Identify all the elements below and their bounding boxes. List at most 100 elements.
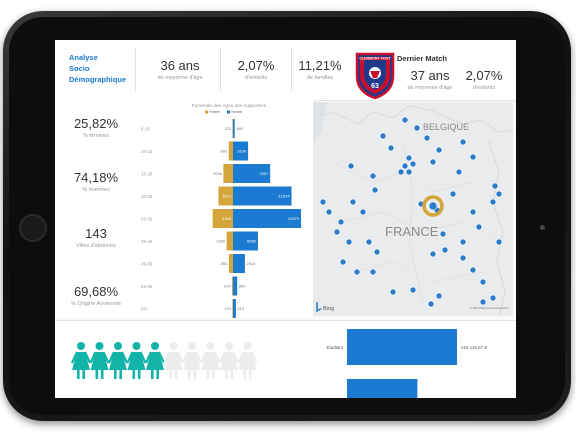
map-point[interactable]: [459, 254, 467, 262]
map-point[interactable]: [401, 162, 409, 170]
map-point[interactable]: [469, 208, 477, 216]
map-point[interactable]: [353, 268, 361, 276]
map-point[interactable]: [475, 223, 483, 231]
map-point[interactable]: [373, 248, 381, 256]
map-point[interactable]: [469, 266, 477, 274]
age-tick-label: 25-35: [141, 217, 153, 222]
bing-logo: Bing: [316, 302, 334, 313]
kpi-value: 37 ans: [410, 68, 450, 83]
map-point[interactable]: [495, 238, 503, 246]
map-point[interactable]: [413, 124, 421, 132]
map-point[interactable]: [337, 218, 345, 226]
map-point[interactable]: [495, 190, 503, 198]
pyramid-bar-femme[interactable]: [228, 254, 233, 273]
pyramid-bar-homme[interactable]: [233, 119, 235, 138]
pyramid-value-femme: 2026: [213, 171, 223, 176]
map-point[interactable]: [459, 238, 467, 246]
person-icon: [200, 342, 221, 379]
map-point[interactable]: [455, 168, 463, 176]
map-point[interactable]: [345, 238, 353, 246]
map-point[interactable]: [459, 138, 467, 146]
pyramid-value-femme: 1350: [216, 239, 226, 244]
map-point[interactable]: [369, 172, 377, 180]
map-point[interactable]: [397, 168, 405, 176]
map-point[interactable]: [401, 116, 409, 124]
map-point-clermont[interactable]: [428, 201, 438, 211]
profession-bar[interactable]: [347, 379, 418, 398]
pyramid-bar-homme[interactable]: [233, 141, 249, 161]
map-point[interactable]: [479, 278, 487, 286]
pyramid-bar-homme[interactable]: [233, 254, 245, 273]
pyramid-bar-femme[interactable]: [232, 299, 233, 318]
pyramid-bar-homme[interactable]: [233, 186, 292, 206]
map-point[interactable]: [489, 294, 497, 302]
pyramid-bar-homme[interactable]: [233, 164, 271, 183]
map-point[interactable]: [429, 250, 437, 258]
map-label-france: FRANCE: [385, 224, 439, 239]
map-point[interactable]: [405, 168, 413, 176]
stat-origin: 69,68% % Origine Auvernois: [55, 284, 137, 307]
pyramid-bar-femme[interactable]: [231, 276, 233, 296]
stat-label: Villes d'abonnés: [76, 243, 116, 249]
map-point[interactable]: [489, 198, 497, 206]
title-line: Socio: [69, 64, 90, 73]
map-point[interactable]: [439, 230, 447, 238]
map-point[interactable]: [389, 288, 397, 296]
legend-swatch: [205, 110, 208, 114]
age-pyramid-chart: Pyramide des Âges des supporters Femme Ho…: [137, 100, 313, 318]
map-point[interactable]: [409, 160, 417, 168]
map-point[interactable]: [491, 182, 499, 190]
map-point[interactable]: [379, 132, 387, 140]
pyramid-bar-femme[interactable]: [212, 209, 233, 228]
kpi-label: d'enfants: [244, 75, 268, 81]
map-point[interactable]: [387, 144, 395, 152]
map-point[interactable]: [449, 190, 457, 198]
map-point[interactable]: [369, 268, 377, 276]
map-point[interactable]: [325, 208, 333, 216]
person-icon: [126, 342, 147, 379]
pyramid-bar-femme[interactable]: [223, 164, 233, 183]
map-point[interactable]: [441, 246, 449, 254]
map-point[interactable]: [479, 298, 487, 306]
map-point[interactable]: [435, 146, 443, 154]
map-point[interactable]: [429, 158, 437, 166]
map-point[interactable]: [423, 134, 431, 142]
age-tick-label: 55-65: [141, 284, 153, 289]
pyramid-value-femme: 124: [224, 306, 231, 311]
age-tick-label: 45-55: [141, 262, 153, 267]
pyramid-bar-homme[interactable]: [233, 276, 238, 296]
map-point[interactable]: [405, 154, 413, 162]
home-button[interactable]: [19, 214, 47, 242]
age-tick-label: 0-10: [141, 127, 150, 132]
pyramid-bar-homme[interactable]: [233, 231, 258, 251]
pyramid-bar-femme[interactable]: [232, 119, 233, 138]
map-point[interactable]: [435, 292, 443, 300]
pyramid-bar-femme[interactable]: [218, 186, 233, 206]
pyramid-bar-homme[interactable]: [233, 299, 236, 318]
map-point[interactable]: [409, 286, 417, 294]
pyramid-bar-homme[interactable]: [233, 209, 301, 228]
map-point[interactable]: [339, 258, 347, 266]
map-point[interactable]: [371, 186, 379, 194]
map-svg: BELGIQUE FRANCE Bing © 2020 Microsoft Co…: [313, 102, 513, 316]
stat-men: 74,18% % hommes: [55, 170, 137, 193]
map-point[interactable]: [319, 198, 327, 206]
age-tick-label: 20-25: [141, 194, 153, 199]
map-point[interactable]: [349, 198, 357, 206]
kpi-label: de moyenne d'âge: [407, 85, 453, 91]
last-match-title: Dernier Match: [397, 54, 448, 63]
pyramid-value-homme: 615: [237, 306, 244, 311]
supporters-map[interactable]: BELGIQUE FRANCE Bing © 2020 Microsoft Co…: [313, 102, 513, 316]
map-point[interactable]: [359, 208, 367, 216]
profession-bar[interactable]: [347, 329, 457, 365]
pyramid-bar-femme[interactable]: [226, 231, 233, 251]
map-point[interactable]: [347, 162, 355, 170]
pyramid-value-femme: 123: [224, 126, 231, 131]
pyramid-bar-femme[interactable]: [228, 141, 233, 161]
logo-text: CLERMONT FOOT: [359, 57, 391, 61]
person-icon: [237, 342, 258, 379]
map-point[interactable]: [427, 300, 435, 308]
map-point[interactable]: [365, 238, 373, 246]
map-point[interactable]: [333, 228, 341, 236]
map-point[interactable]: [469, 153, 477, 161]
